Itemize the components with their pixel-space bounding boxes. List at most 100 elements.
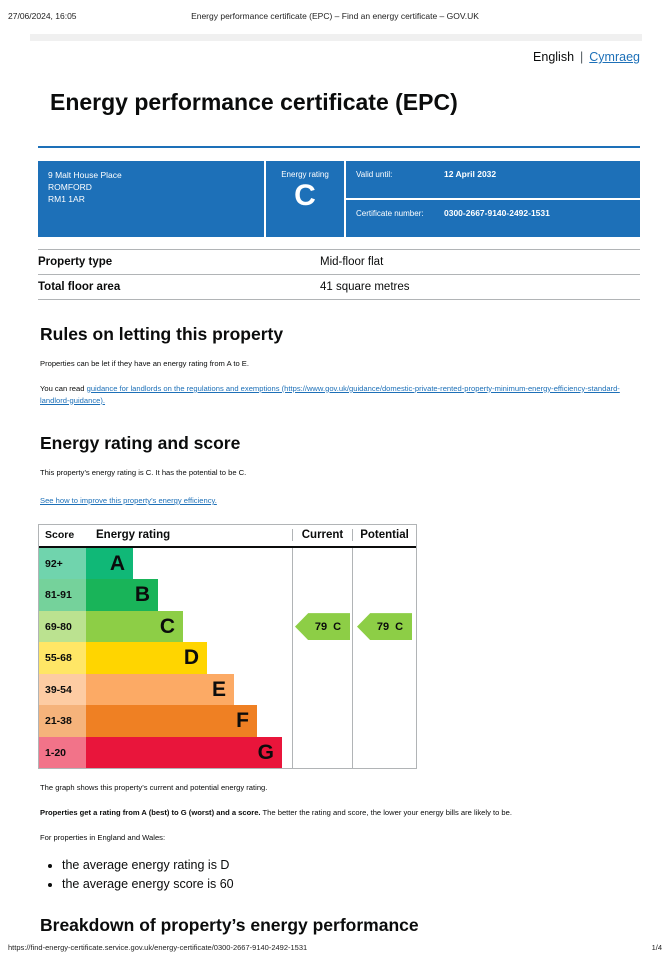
potential-rating-arrow-score: 79: [376, 620, 390, 633]
current-rating-cell: [292, 705, 352, 737]
potential-rating-arrow-band: C: [395, 620, 404, 633]
current-rating-arrow-band: C: [333, 620, 342, 633]
chart-note-1: The graph shows this property’s current …: [40, 783, 268, 793]
potential-rating-cell: [352, 547, 416, 580]
energy-rating-cell: Energy rating C: [264, 161, 344, 237]
list-item: the average energy score is 60: [62, 875, 640, 894]
band-score-range: 92+: [39, 547, 86, 580]
address-line-2: ROMFORD: [48, 181, 92, 192]
current-rating-arrow: 79 C: [295, 613, 350, 641]
potential-rating-arrow: 79 C: [357, 613, 412, 641]
print-document-title: Energy performance certificate (EPC) – F…: [191, 11, 479, 21]
certificate-banner: 9 Malt House Place ROMFORD RM1 1AR Energ…: [38, 161, 640, 237]
band-rating-cell: C: [86, 610, 292, 643]
language-link-cymraeg[interactable]: Cymraeg: [589, 50, 640, 64]
language-current: English: [533, 50, 575, 64]
potential-rating-cell: [352, 736, 416, 769]
band-bar-b: B: [86, 579, 158, 611]
chart-note-2-bold: Properties get a rating from A (best) to…: [40, 808, 261, 818]
epc-band-row-g: 1-20 G: [39, 736, 416, 769]
current-rating-arrow-score: 79: [314, 620, 328, 633]
browser-print-footer: https://find-energy-certificate.service.…: [8, 943, 662, 952]
band-score-range: 39-54: [39, 673, 86, 706]
epc-band-row-f: 21-38 F: [39, 705, 416, 737]
band-letter: F: [236, 709, 249, 733]
epc-band-row-d: 55-68 D: [39, 642, 416, 674]
table-row: Property type Mid-floor flat: [38, 249, 640, 274]
property-type-value: Mid-floor flat: [320, 256, 384, 268]
breakdown-heading: Breakdown of property’s energy performan…: [40, 915, 419, 936]
band-score-range: 81-91: [39, 579, 86, 611]
epc-chart-header: Score Energy rating Current Potential: [39, 525, 416, 548]
band-bar-d: D: [86, 642, 207, 674]
band-letter: A: [109, 551, 125, 575]
chart-note-3: For properties in England and Wales:: [40, 832, 166, 842]
band-rating-cell: A: [86, 547, 292, 580]
rules-heading: Rules on letting this property: [40, 324, 284, 344]
chart-note-2: Properties get a rating from A (best) to…: [40, 807, 640, 819]
certificate-number-value: 0300-2667-9140-2492-1531: [444, 208, 550, 218]
print-footer-page-indicator: 1/4: [651, 943, 662, 952]
epc-band-row-a: 92+ A: [39, 547, 416, 580]
property-summary-table: Property type Mid-floor flat Total floor…: [38, 249, 640, 300]
band-bar-g: G: [86, 736, 282, 769]
rules-paragraph-1: Properties can be let if they have an en…: [40, 359, 249, 368]
list-item: the average energy rating is D: [62, 856, 640, 875]
potential-rating-cell: 79 C: [352, 610, 416, 643]
potential-rating-cell: [352, 705, 416, 737]
current-rating-cell: [292, 579, 352, 611]
epc-band-row-c: 69-80 C 79 C 79 C: [39, 610, 416, 643]
band-letter: B: [134, 583, 150, 607]
improve-link-paragraph: See how to improve this property’s energ…: [40, 495, 640, 507]
band-score-range: 1-20: [39, 736, 86, 769]
band-letter: D: [183, 646, 199, 670]
band-rating-cell: F: [86, 705, 292, 737]
browser-print-header: 27/06/2024, 16:05 Energy performance cer…: [0, 11, 670, 23]
rules-paragraph-2-prefix: You can read: [40, 383, 87, 393]
epc-chart: Score Energy rating Current Potential 92…: [38, 523, 417, 770]
band-score-range: 69-80: [39, 610, 86, 643]
certificate-number-label: Certificate number:: [356, 209, 424, 218]
rules-paragraph-2: You can read guidance for landlords on t…: [40, 383, 640, 407]
current-rating-cell: [292, 642, 352, 674]
property-address: 9 Malt House Place ROMFORD RM1 1AR: [38, 161, 264, 237]
band-letter: G: [257, 740, 274, 764]
valid-until-value: 12 April 2032: [444, 169, 497, 179]
certificate-details: Valid until: 12 April 2032 Certificate n…: [344, 161, 640, 237]
band-rating-cell: D: [86, 642, 292, 674]
table-row: Total floor area 41 square metres: [38, 274, 640, 300]
header-divider-bar: [30, 34, 642, 41]
page-title: Energy performance certificate (EPC): [50, 89, 458, 115]
print-footer-url: https://find-energy-certificate.service.…: [8, 943, 308, 952]
rating-score-heading: Energy rating and score: [40, 433, 241, 454]
valid-until-row: Valid until: 12 April 2032: [346, 161, 640, 198]
address-line-3: RM1 1AR: [48, 193, 85, 204]
average-rating-list: the average energy rating is D the avera…: [42, 856, 640, 895]
band-bar-e: E: [86, 673, 234, 706]
rating-paragraph: This property’s energy rating is C. It h…: [40, 468, 247, 478]
improve-efficiency-link[interactable]: See how to improve this property’s energ…: [40, 496, 217, 506]
band-score-range: 55-68: [39, 642, 86, 674]
epc-chart-rows: 92+ A 81-91 B 69-80 C 79 C 79 C 55-68 D 39-54 E 21-38 F…: [39, 547, 416, 769]
property-type-label: Property type: [38, 256, 113, 268]
band-score-range: 21-38: [39, 705, 86, 737]
certificate-number-row: Certificate number: 0300-2667-9140-2492-…: [346, 198, 640, 237]
potential-rating-cell: [352, 642, 416, 674]
current-rating-cell: [292, 736, 352, 769]
language-switcher: English | Cymraeg: [0, 50, 640, 64]
band-bar-a: A: [86, 547, 133, 580]
chart-header-score: Score: [45, 529, 75, 542]
floor-area-label: Total floor area: [38, 281, 121, 293]
chart-header-potential: Potential: [352, 529, 416, 542]
current-rating-cell: [292, 673, 352, 706]
band-rating-cell: E: [86, 673, 292, 706]
main-content: Energy performance certificate (EPC) 9 M…: [38, 89, 640, 936]
valid-until-label: Valid until:: [356, 170, 393, 179]
band-letter: C: [159, 614, 175, 638]
chart-note-2-rest: The better the rating and score, the low…: [260, 808, 512, 818]
epc-band-row-e: 39-54 E: [39, 673, 416, 706]
landlord-guidance-link[interactable]: guidance for landlords on the regulation…: [40, 383, 620, 405]
epc-band-row-b: 81-91 B: [39, 579, 416, 611]
band-letter: E: [211, 677, 226, 701]
band-bar-f: F: [86, 705, 257, 737]
